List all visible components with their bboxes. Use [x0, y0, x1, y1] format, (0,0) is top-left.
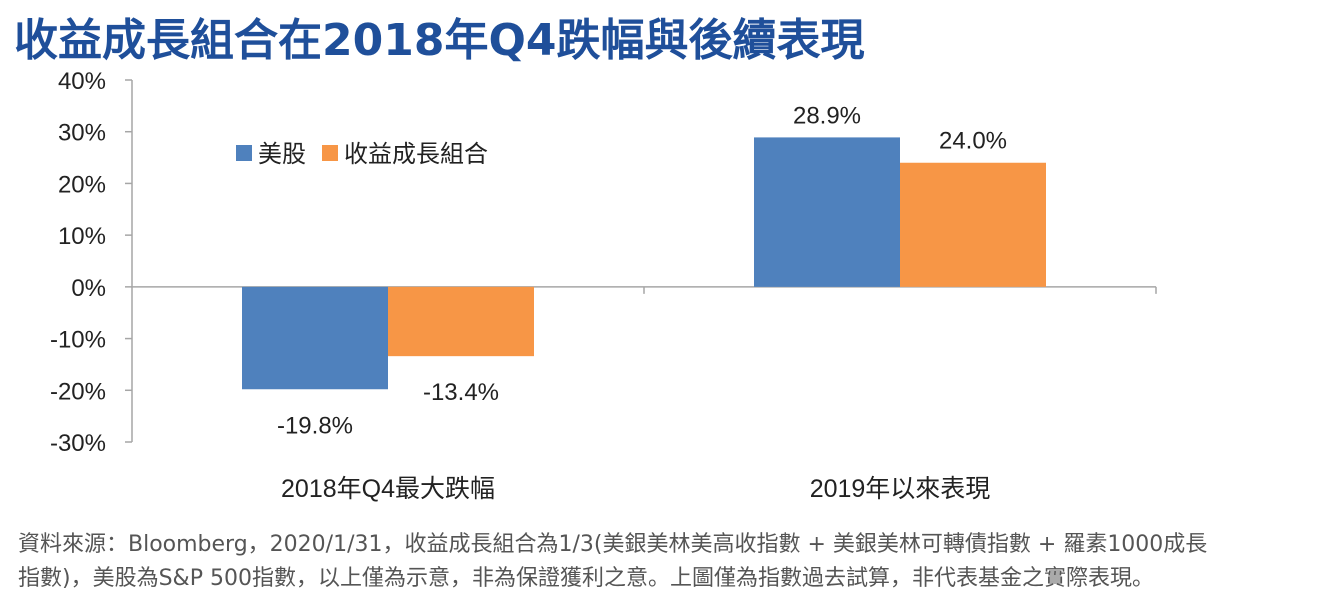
data-label: -13.4% — [423, 379, 499, 406]
chart-data-labels: -19.8% -13.4% 28.9% 24.0% — [277, 102, 1007, 439]
y-tick-label: -20% — [50, 378, 106, 405]
chart-title: 收益成長組合在2018年Q4跌幅與後續表現 — [14, 15, 865, 66]
bar — [388, 286, 534, 357]
y-tick-label: 0% — [71, 275, 106, 302]
y-tick-label: -30% — [50, 430, 106, 457]
footnote-line-2: 指數)，美股為S&P 500指數，以上僅為示意，非為保證獲利之意。上圖僅為指數過… — [18, 566, 1154, 591]
bar — [754, 137, 900, 287]
legend-label: 收益成長組合 — [344, 141, 488, 168]
footnote: 資料來源：Bloomberg，2020/1/31，收益成長組合為1/3(美銀美林… — [18, 528, 1318, 596]
y-tick-label: 30% — [58, 120, 106, 147]
bar — [900, 162, 1046, 287]
data-label: 24.0% — [939, 128, 1007, 155]
y-tick-label: 20% — [58, 171, 106, 198]
chart-axes: 40% 30% 20% 10% 0% -10% -20% -30% 2018年Q4最大跌幅 201… — [50, 68, 1157, 503]
chart-bars — [242, 137, 1046, 390]
chart-legend: 美股 收益成長組合 — [236, 141, 488, 168]
y-tick-label: 10% — [58, 223, 106, 250]
y-tick-label: -10% — [50, 327, 106, 354]
data-label: -19.8% — [277, 412, 353, 439]
data-label: 28.9% — [793, 102, 861, 129]
footnote-line-1: 資料來源：Bloomberg，2020/1/31，收益成長組合為1/3(美銀美林… — [18, 532, 1208, 557]
legend-swatch — [236, 145, 252, 161]
legend-swatch — [322, 145, 338, 161]
bar — [242, 286, 388, 390]
legend-label: 美股 — [258, 141, 306, 168]
x-tick-label: 2019年以來表現 — [810, 475, 991, 503]
x-tick-label: 2018年Q4最大跌幅 — [281, 475, 495, 503]
bar-chart: 40% 30% 20% 10% 0% -10% -20% -30% 2018年Q4最大跌幅 201… — [50, 68, 1157, 503]
y-tick-label: 40% — [58, 68, 106, 95]
